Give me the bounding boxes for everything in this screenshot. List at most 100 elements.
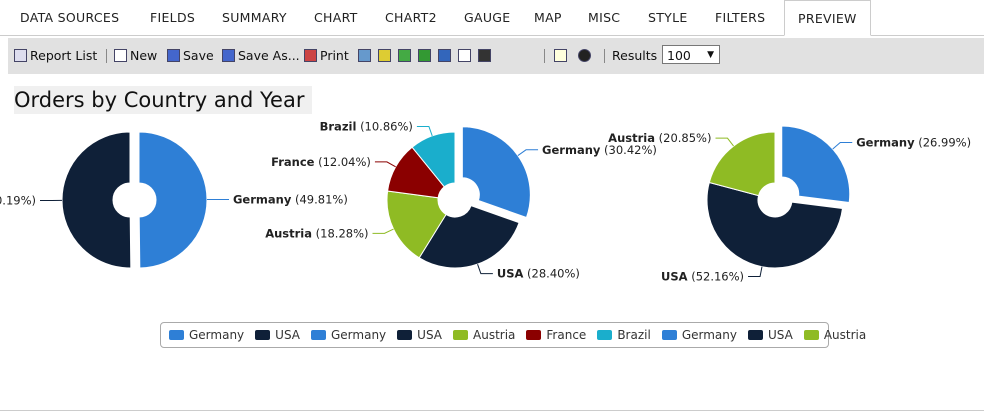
legend: Germany USA Germany USA Austria France Brazil G… xyxy=(160,322,866,348)
slice-label: Germany (49.81%) xyxy=(233,192,348,206)
slice-value: (12.04%) xyxy=(318,154,371,168)
legend-label: Austria xyxy=(473,328,516,342)
report-list-button[interactable]: Report List xyxy=(14,48,97,63)
slice-name: Germany xyxy=(542,142,601,156)
slice-name: Austria xyxy=(265,226,312,240)
slice-value: (18.28%) xyxy=(316,226,369,240)
separator xyxy=(106,49,107,63)
slice-label: Austria (18.28%) xyxy=(265,226,368,240)
tab[interactable]: CHART2 xyxy=(385,10,437,25)
pie-slice xyxy=(706,181,844,269)
legend-item[interactable]: Germany xyxy=(661,323,737,347)
pie-slice xyxy=(386,190,447,259)
slice-name: Austria xyxy=(608,131,655,145)
results-select[interactable]: 100 ▼ xyxy=(662,45,720,64)
legend-label: Germany xyxy=(189,328,245,342)
legend-label: USA xyxy=(767,328,793,342)
label-connector xyxy=(477,263,493,275)
results-label: Results xyxy=(612,48,658,63)
slice-name: Germany xyxy=(856,135,915,149)
legend-label: USA xyxy=(275,328,300,342)
slice-value: (10.86%) xyxy=(360,119,413,133)
legend-swatch xyxy=(311,330,326,340)
slice-label: Germany (26.99%) xyxy=(856,135,971,149)
new-button[interactable]: New xyxy=(114,48,157,63)
print-button[interactable]: Print xyxy=(304,48,349,63)
legend-item[interactable]: Germany xyxy=(169,323,244,347)
label-connector xyxy=(416,125,433,137)
slice-name: France xyxy=(271,154,315,168)
slice-label: Germany (30.42%) xyxy=(542,142,657,156)
legend-label: France xyxy=(546,328,587,342)
legend-item[interactable]: France xyxy=(526,323,586,347)
legend-label: Germany xyxy=(681,328,737,342)
legend-item[interactable]: Austria xyxy=(803,323,867,347)
label-connector xyxy=(748,266,763,278)
tab[interactable]: SUMMARY xyxy=(222,10,287,25)
email-button[interactable] xyxy=(554,48,570,63)
pie-slice xyxy=(411,131,456,188)
legend-swatch xyxy=(169,330,184,340)
pie-slice xyxy=(781,125,851,204)
slice-label: France (12.04%) xyxy=(271,154,371,168)
legend-item[interactable]: USA xyxy=(397,323,442,347)
tab[interactable]: FILTERS xyxy=(715,10,766,25)
label-connector xyxy=(715,137,734,147)
legend-item[interactable]: Austria xyxy=(453,323,515,347)
pie-slice xyxy=(708,131,776,197)
tab[interactable]: STYLE xyxy=(648,10,688,25)
slice-label: USA (52.16%) xyxy=(661,269,744,283)
label-connector xyxy=(374,161,396,168)
legend-label: Germany xyxy=(331,328,387,342)
tab[interactable]: MAP xyxy=(534,10,562,25)
export-icons[interactable] xyxy=(358,48,494,63)
save-as-button[interactable]: Save As... xyxy=(222,48,300,63)
tab[interactable]: FIELDS xyxy=(150,10,196,25)
slice-value: (50.19%) xyxy=(0,193,36,207)
report-title: Orders by Country and Year xyxy=(14,86,312,114)
legend-swatch xyxy=(453,330,468,340)
separator xyxy=(604,49,605,63)
slice-value: (26.99%) xyxy=(918,135,971,149)
legend-swatch xyxy=(397,330,413,340)
slice-label: USA (28.40%) xyxy=(497,266,580,280)
legend-label: Brazil xyxy=(617,328,651,342)
slice-label: Austria (20.85%) xyxy=(608,131,711,145)
slice-name: USA xyxy=(661,269,688,283)
legend-item[interactable]: USA xyxy=(255,323,300,347)
tab[interactable]: MISC xyxy=(588,10,621,25)
slice-name: USA xyxy=(497,266,524,280)
slice-value: (20.85%) xyxy=(659,131,712,145)
slice-label: Brazil (10.86%) xyxy=(320,119,413,133)
tab[interactable]: GAUGE xyxy=(464,10,511,25)
legend-swatch xyxy=(661,330,677,340)
pie-slice xyxy=(461,126,531,219)
slice-name: Brazil xyxy=(320,119,357,133)
tab[interactable]: CHART xyxy=(314,10,358,25)
label-connector xyxy=(517,149,539,156)
legend-item[interactable]: Germany xyxy=(311,323,386,347)
separator xyxy=(544,49,545,63)
legend-item[interactable]: USA xyxy=(747,323,793,347)
tab[interactable]: DATA SOURCES xyxy=(20,10,120,25)
pie-slice xyxy=(61,131,132,269)
legend-swatch xyxy=(803,330,819,340)
slice-value: (52.16%) xyxy=(691,269,744,283)
tab[interactable]: PREVIEW xyxy=(784,0,871,36)
legend-swatch xyxy=(255,330,271,340)
legend-label: Austria xyxy=(823,328,867,342)
label-connector xyxy=(832,141,853,150)
label-connector xyxy=(372,228,394,234)
legend-swatch xyxy=(526,330,542,340)
tab-bar: DATA SOURCES FIELDS SUMMARY CHART CHART2 GAUG… xyxy=(0,0,984,36)
legend-swatch xyxy=(747,330,763,340)
slice-label: USA (50.19%) xyxy=(0,193,36,207)
save-button[interactable]: Save xyxy=(167,48,214,63)
toolbar: Report List New Save Save As... Print Re… xyxy=(8,38,984,74)
legend-swatch xyxy=(597,330,613,340)
settings-button[interactable] xyxy=(578,48,594,63)
legend-item[interactable]: Brazil xyxy=(597,323,651,347)
pie-slice xyxy=(418,205,520,269)
